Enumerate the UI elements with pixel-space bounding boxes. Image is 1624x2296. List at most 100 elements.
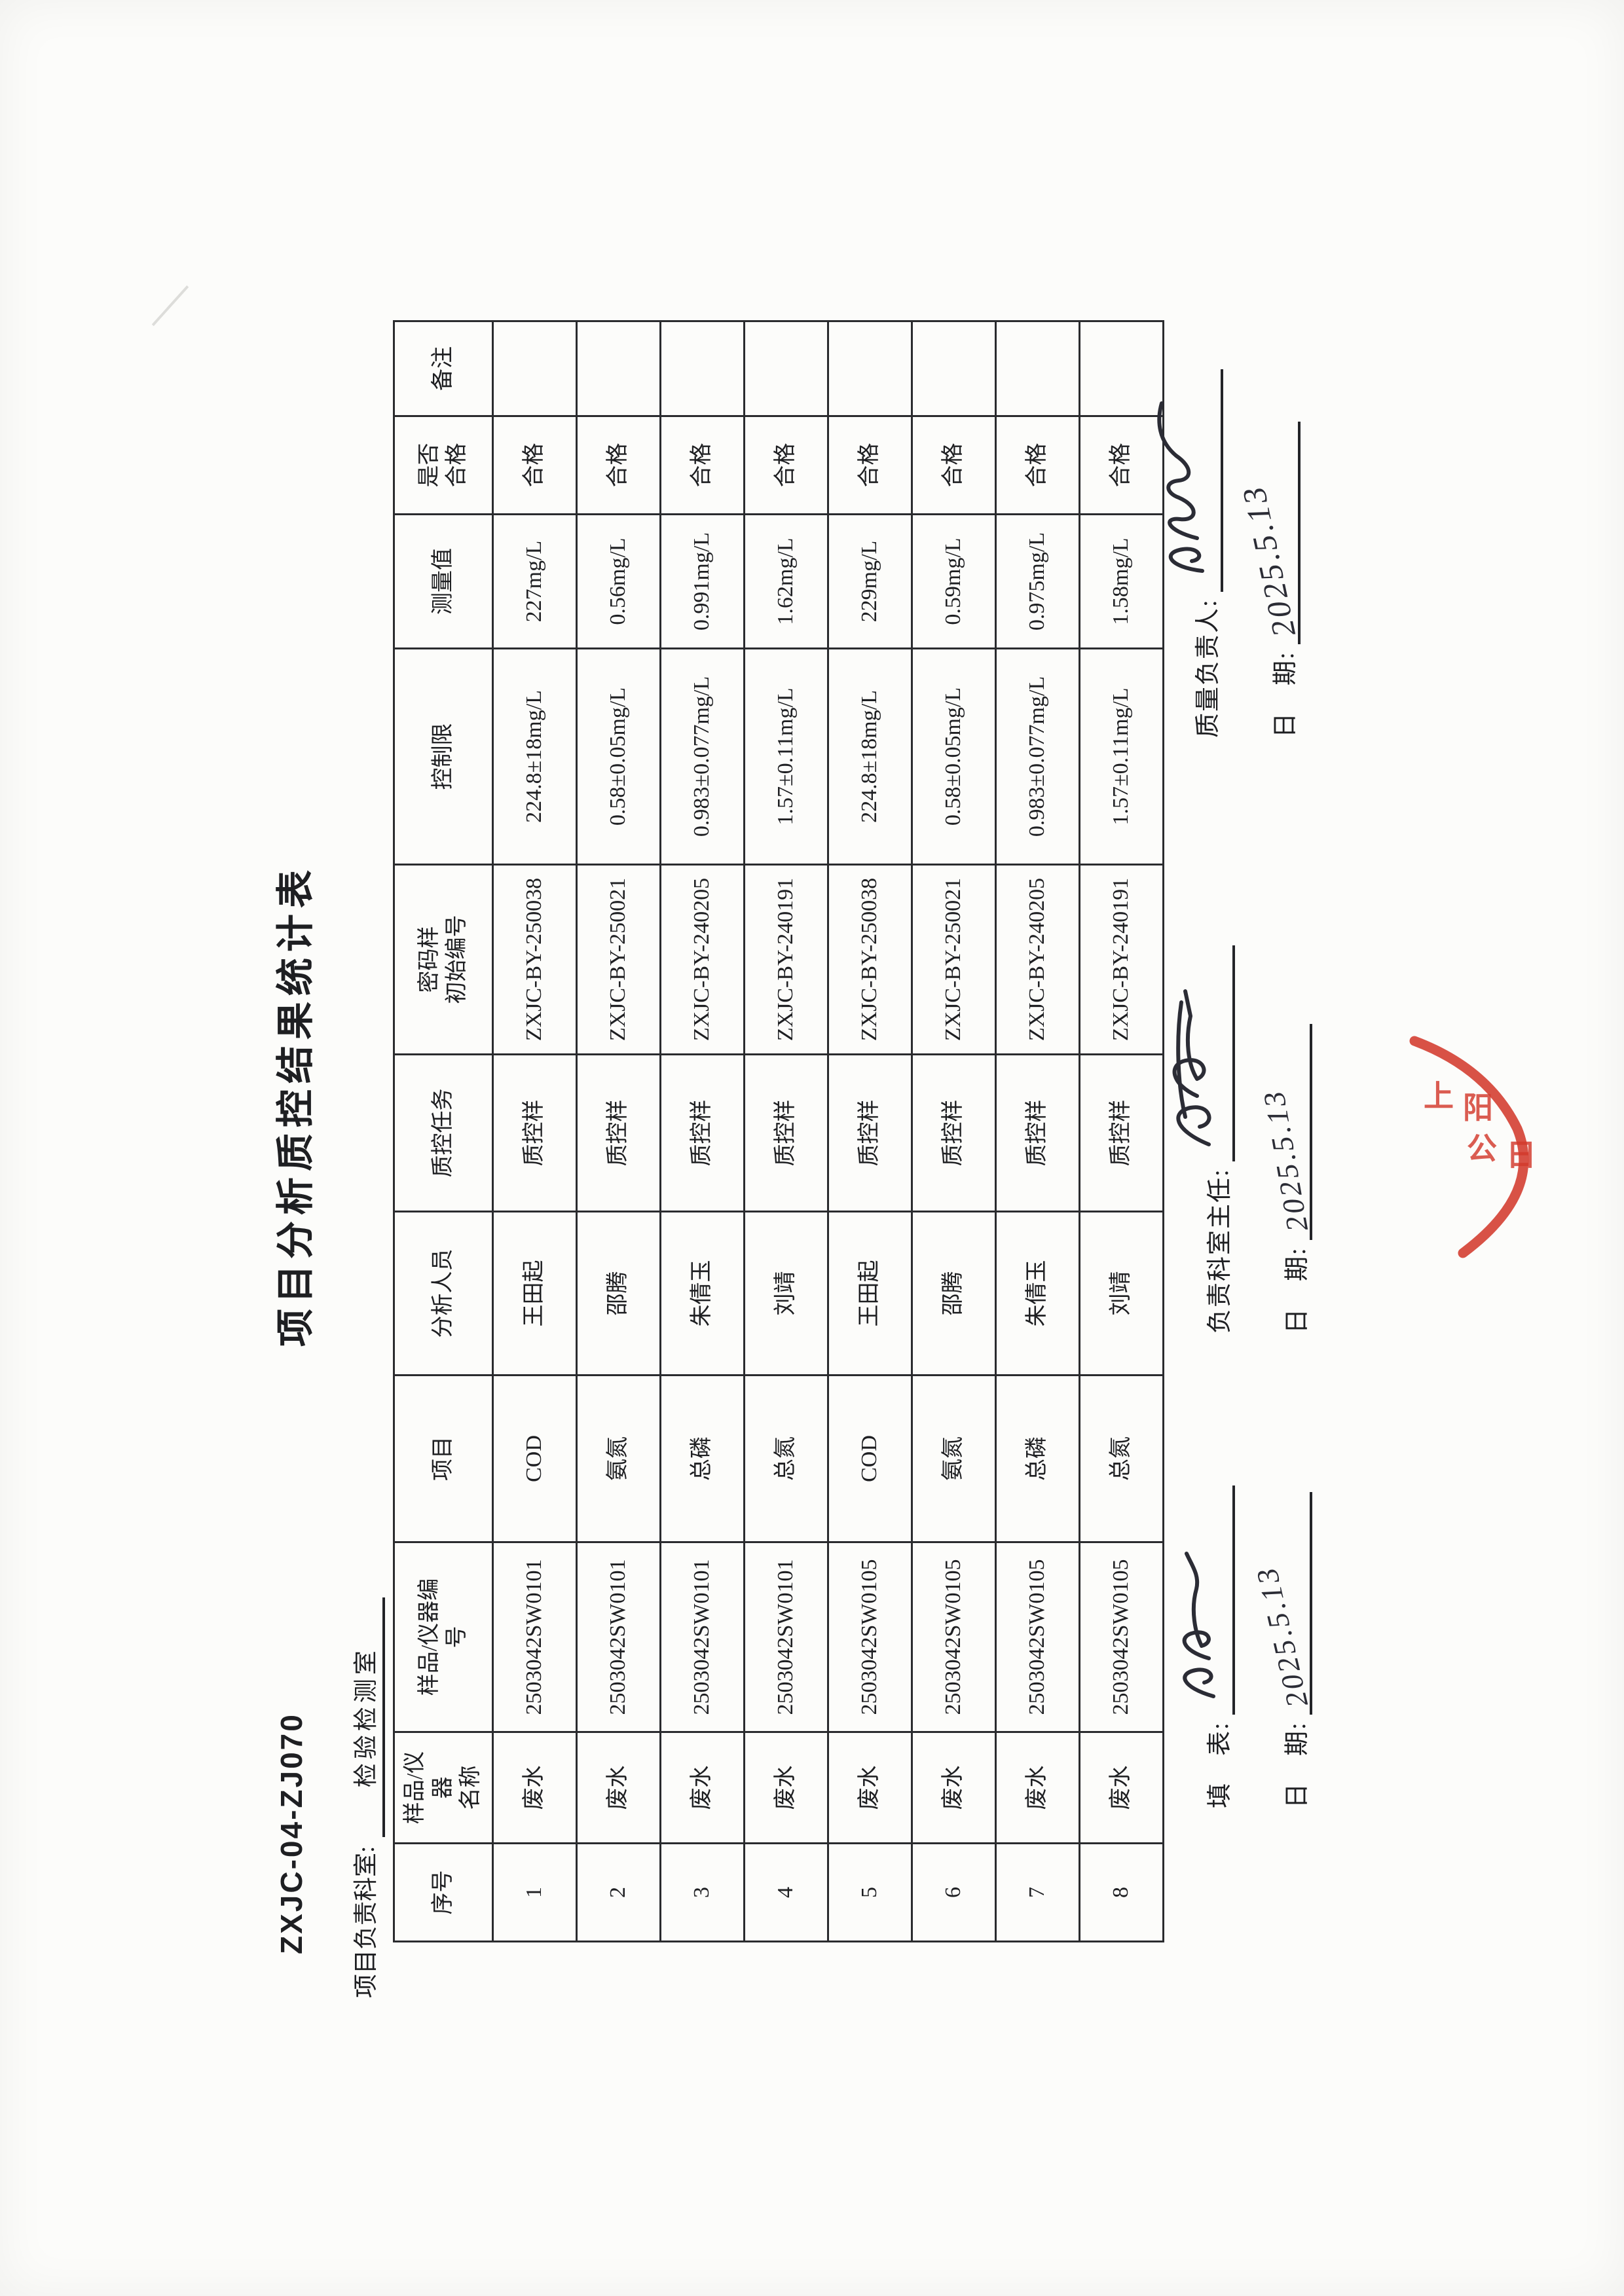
filler-date-handwritten: 2025.5.13 bbox=[1249, 1563, 1315, 1711]
department-value: 检验检测室 bbox=[346, 1597, 385, 1837]
signature-block-filler: 填 表: 日 期: 2025.5.13 bbox=[1182, 1485, 1314, 1808]
table-cell: 废水 bbox=[660, 1732, 745, 1844]
table-cell: 废水 bbox=[1079, 1732, 1164, 1844]
table-cell: 氨氮 bbox=[912, 1375, 996, 1542]
dept-head-signature-row: 负责科室主任: bbox=[1172, 945, 1235, 1334]
table-cell: ZXJC-BY-250021 bbox=[912, 864, 996, 1055]
quality-date-handwritten: 2025.5.13 bbox=[1234, 481, 1303, 641]
table-cell: 8 bbox=[1079, 1843, 1164, 1942]
table-cell: 合格 bbox=[492, 416, 577, 515]
table-cell: 王田起 bbox=[828, 1211, 912, 1376]
seal-char: 日 bbox=[1506, 1138, 1536, 1172]
quality-date-label: 日 期: bbox=[1272, 651, 1299, 738]
table-cell: 1.57±0.11mg/L bbox=[1079, 648, 1164, 865]
table-cell: 0.56mg/L bbox=[576, 514, 661, 649]
table-cell: ZXJC-BY-240191 bbox=[744, 864, 828, 1055]
table-cell: 3 bbox=[660, 1843, 745, 1942]
table-cell: 4 bbox=[744, 1843, 828, 1942]
table-cell: 质控样 bbox=[744, 1054, 828, 1212]
table-cell: 总氮 bbox=[1079, 1375, 1164, 1542]
table-cell: 1.62mg/L bbox=[744, 514, 828, 649]
quality-signature-row: 质量负责人: bbox=[1157, 369, 1223, 738]
table-cell bbox=[995, 321, 1080, 416]
department-label: 项目负责科室: bbox=[353, 1846, 380, 1998]
table-cell: 7 bbox=[995, 1843, 1080, 1942]
table-cell: COD bbox=[828, 1375, 912, 1542]
signature-block-dept-head: 负责科室主任: 日 期: 2025.5.13 bbox=[1172, 945, 1314, 1334]
table-cell: 废水 bbox=[492, 1732, 577, 1844]
column-header: 分析人员 bbox=[394, 1211, 493, 1376]
table-row: 2 废水 2503042SW0101 氨氮 邵腾 质控样 ZXJC-BY-250021 0.5… bbox=[576, 321, 661, 1942]
table-cell: 0.975mg/L bbox=[995, 514, 1080, 649]
column-header: 控制限 bbox=[394, 648, 493, 865]
red-seal-stamp: 上 阳 公 日 bbox=[1383, 1003, 1573, 1285]
column-header: 备注 bbox=[394, 321, 493, 416]
seal-char: 公 bbox=[1467, 1131, 1497, 1165]
dept-head-date-line: 2025.5.13 bbox=[1257, 1024, 1314, 1241]
table-cell: 氨氮 bbox=[576, 1375, 661, 1542]
header-row: 序号 样品/仪 器 名称 样品/仪器编 号项目 分析人员 质控任务 密码样 初始编号 控制限… bbox=[394, 321, 493, 1942]
dept-head-date-row: 日 期: 2025.5.13 bbox=[1257, 945, 1314, 1334]
table-cell: 2503042SW0101 bbox=[492, 1542, 577, 1732]
column-header: 质控任务 bbox=[394, 1054, 493, 1212]
table-cell: 6 bbox=[912, 1843, 996, 1942]
table-cell: 合格 bbox=[912, 416, 996, 515]
table-cell: 1 bbox=[492, 1843, 577, 1942]
table-cell: 2503042SW0105 bbox=[1079, 1542, 1164, 1732]
filler-signature-row: 填 表: bbox=[1182, 1485, 1235, 1808]
column-header: 样品/仪 器 名称 bbox=[394, 1732, 493, 1844]
seal-char: 上 bbox=[1424, 1079, 1454, 1113]
table-cell bbox=[744, 321, 828, 416]
table-cell: 王田起 bbox=[492, 1211, 577, 1376]
column-header: 序号 bbox=[394, 1843, 493, 1942]
table-cell: 2 bbox=[576, 1843, 661, 1942]
table-cell: 质控样 bbox=[912, 1054, 996, 1212]
table-cell: 2503042SW0105 bbox=[828, 1542, 912, 1732]
table-cell: 合格 bbox=[828, 416, 912, 515]
qc-results-table: 序号 样品/仪 器 名称 样品/仪器编 号项目 分析人员 质控任务 密码样 初始编号 控制限… bbox=[393, 320, 1164, 1942]
table-row: 1 废水 2503042SW0101 COD 王田起 质控样 ZXJC-BY-250038 2… bbox=[492, 321, 577, 1942]
table-cell: 总氮 bbox=[744, 1375, 828, 1542]
table-cell: 2503042SW0101 bbox=[660, 1542, 745, 1732]
table-cell: 质控样 bbox=[660, 1054, 745, 1212]
table-cell: 2503042SW0105 bbox=[995, 1542, 1080, 1732]
table-cell: 224.8±18mg/L bbox=[492, 648, 577, 865]
table-cell: 227mg/L bbox=[492, 514, 577, 649]
table-cell: 废水 bbox=[576, 1732, 661, 1844]
table-cell: ZXJC-BY-250038 bbox=[828, 864, 912, 1055]
quality-signature-scribble bbox=[1157, 401, 1204, 574]
filler-signature-line bbox=[1182, 1485, 1235, 1715]
table-cell: 刘靖 bbox=[744, 1211, 828, 1376]
table-cell: 229mg/L bbox=[828, 514, 912, 649]
table-cell: ZXJC-BY-250038 bbox=[492, 864, 577, 1055]
quality-date-row: 日 期: 2025.5.13 bbox=[1234, 369, 1302, 738]
table-cell: 废水 bbox=[744, 1732, 828, 1844]
table-cell bbox=[576, 321, 661, 416]
table-row: 6 废水 2503042SW0105 氨氮 邵腾 质控样 ZXJC-BY-250021 0.5… bbox=[912, 321, 996, 1942]
table-cell: 总磷 bbox=[995, 1375, 1080, 1542]
department-line: 项目负责科室: 检验检测室 bbox=[346, 1597, 385, 1998]
table-cell: 2503042SW0105 bbox=[912, 1542, 996, 1732]
table-cell: 0.58±0.05mg/L bbox=[576, 648, 661, 865]
column-header: 密码样 初始编号 bbox=[394, 864, 493, 1055]
table-cell: 0.59mg/L bbox=[912, 514, 996, 649]
table-cell: 0.983±0.077mg/L bbox=[995, 648, 1080, 865]
quality-date-line: 2025.5.13 bbox=[1234, 422, 1302, 645]
dept-head-label: 负责科室主任: bbox=[1206, 1168, 1234, 1334]
table-cell: 合格 bbox=[576, 416, 661, 515]
quality-label: 质量负责人: bbox=[1194, 598, 1222, 738]
table-cell: 邵腾 bbox=[912, 1211, 996, 1376]
seal-char: 阳 bbox=[1463, 1091, 1493, 1125]
filler-label: 填 表: bbox=[1206, 1721, 1234, 1808]
dept-head-signature-scribble bbox=[1172, 989, 1211, 1147]
filler-date-row: 日 期: 2025.5.13 bbox=[1249, 1485, 1314, 1808]
table-cell: 总磷 bbox=[660, 1375, 745, 1542]
column-header: 测量值 bbox=[394, 514, 493, 649]
table-cell: 质控样 bbox=[828, 1054, 912, 1212]
filler-date-line: 2025.5.13 bbox=[1249, 1492, 1314, 1715]
table-cell: 质控样 bbox=[492, 1054, 577, 1212]
table-cell bbox=[912, 321, 996, 416]
table-cell: 合格 bbox=[995, 416, 1080, 515]
